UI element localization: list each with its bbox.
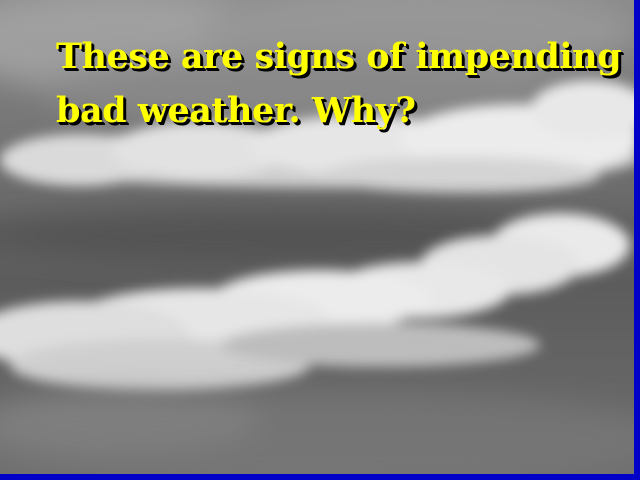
frame-border-right <box>634 0 640 480</box>
slide: These are signs of impending bad weather… <box>0 0 634 474</box>
caption-line-2: bad weather. Why? <box>56 90 416 131</box>
cloud-photo <box>0 0 634 474</box>
frame-border-bottom <box>0 474 640 480</box>
caption-line-1: These are signs of impending <box>56 36 622 77</box>
slide-caption: These are signs of impending bad weather… <box>56 30 622 138</box>
